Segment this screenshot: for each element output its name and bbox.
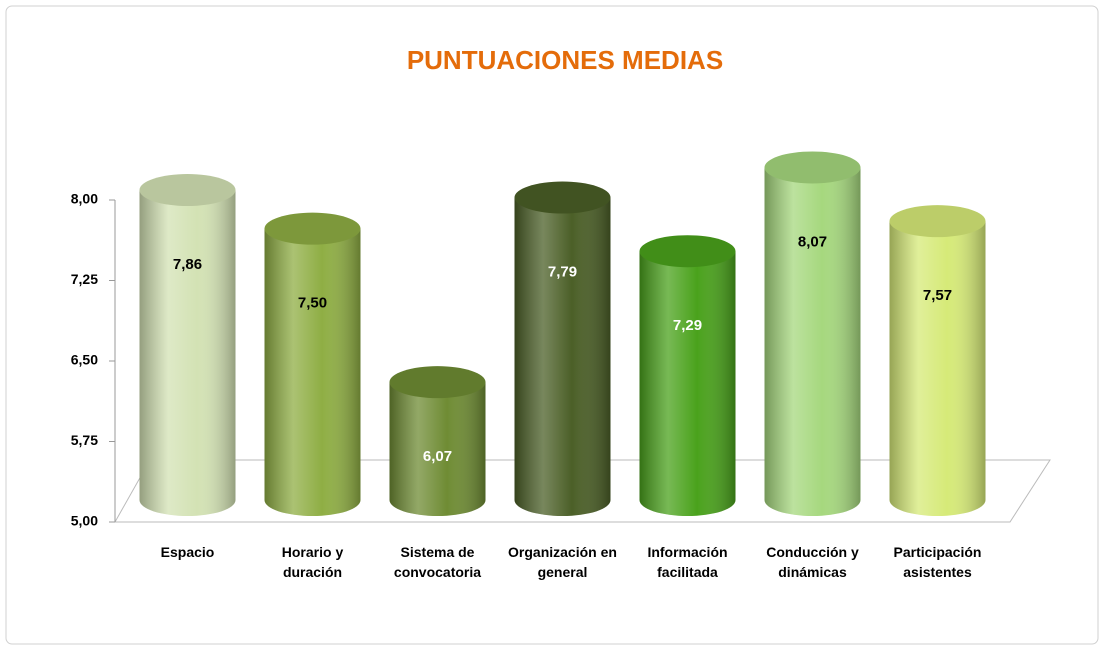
bar-shading [514, 197, 611, 517]
y-tick-label: 5,75 [71, 432, 98, 448]
bar-top [514, 181, 611, 214]
bar-shading [139, 190, 236, 516]
bar-top [389, 366, 486, 399]
bar-top-shading [889, 205, 986, 238]
bar-shading [764, 167, 861, 516]
bar-shading [264, 228, 361, 516]
x-tick-label: Sistema de convocatoria [393, 544, 482, 580]
x-tick-label: Espacio [160, 544, 215, 560]
bar-top [264, 212, 361, 245]
chart-title: PUNTUACIONES MEDIAS [407, 45, 723, 75]
x-tick-label: Conducción y dinámicas [766, 544, 859, 580]
y-tick-label: 7,25 [71, 271, 98, 287]
bar-top-shading [764, 151, 861, 184]
value-label: 8,07 [798, 233, 827, 250]
y-tick-label: 5,00 [71, 513, 98, 529]
x-tick-label: Organización en general [508, 544, 617, 580]
value-label: 6,07 [423, 448, 452, 465]
value-label: 7,29 [673, 317, 702, 334]
bar-shading [389, 382, 486, 516]
bar-shading [889, 221, 986, 517]
bar-top-shading [389, 366, 486, 399]
value-label: 7,86 [173, 256, 202, 273]
bar-top-shading [264, 212, 361, 245]
x-tick-label: Información facilitada [647, 544, 728, 580]
value-label: 7,79 [548, 264, 577, 281]
y-tick-label: 6,50 [71, 352, 98, 368]
bar-top-shading [139, 174, 236, 207]
bar-top-shading [514, 181, 611, 214]
bar-top-shading [639, 235, 736, 268]
bar-top [639, 235, 736, 268]
y-tick-label: 8,00 [71, 191, 98, 207]
floor [114, 459, 1051, 523]
x-tick-label: Horario y duración [281, 544, 344, 580]
bar-top [764, 151, 861, 184]
value-label: 7,57 [923, 287, 952, 304]
value-label: 7,50 [298, 295, 327, 312]
bar-top [889, 205, 986, 238]
x-tick-label: Participación asistentes [893, 544, 982, 580]
bar-shading [639, 251, 736, 516]
bar-top [139, 174, 236, 207]
